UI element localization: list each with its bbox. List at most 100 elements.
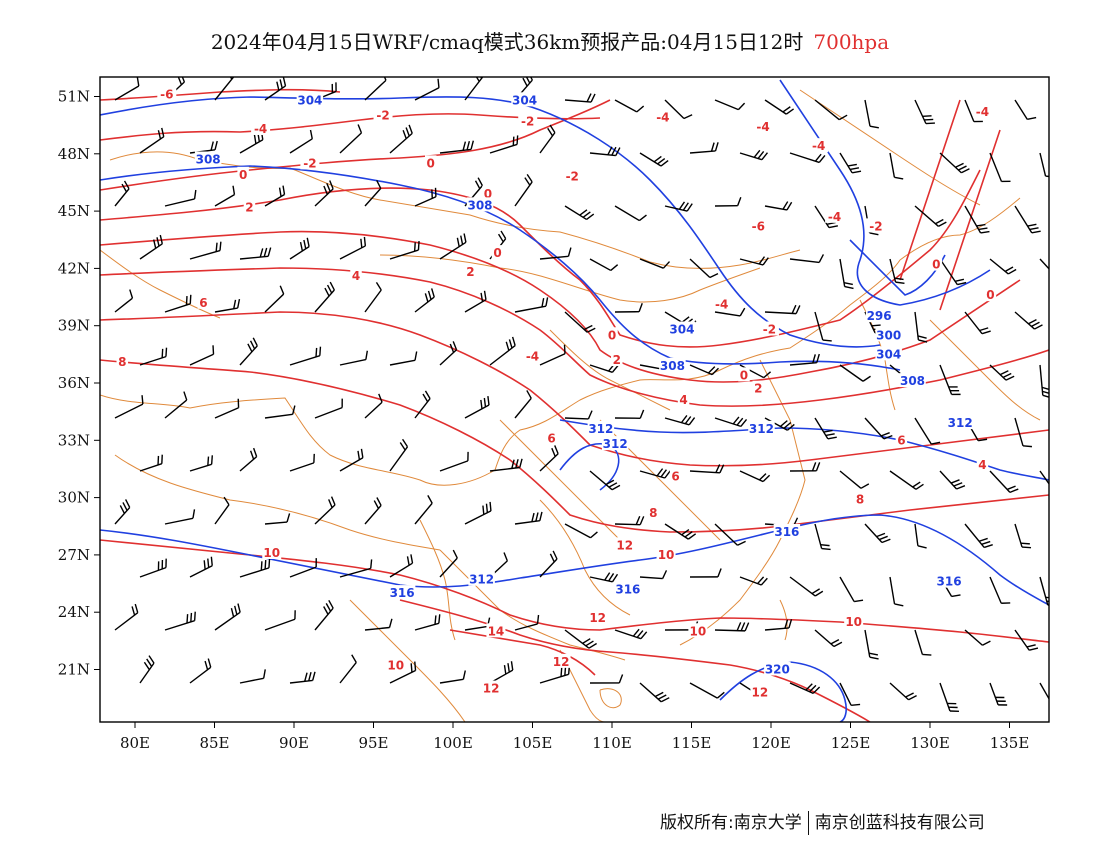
lat-tick-33N: 33N <box>58 431 90 449</box>
temperature-label-bg <box>976 457 989 472</box>
temperature-label: 4 <box>679 393 687 407</box>
title-main: 2024年04月15日WRF/cmaq模式36km预报产品:04月15日12时 <box>210 30 804 54</box>
wind-barb <box>614 409 645 419</box>
wind-barb <box>364 618 393 631</box>
wind-barb <box>689 142 719 154</box>
wind-barb <box>239 447 258 472</box>
wind-barb <box>714 416 748 428</box>
wind-barb <box>789 353 820 366</box>
wind-barb <box>639 152 669 167</box>
temperature-label-bg <box>545 430 558 445</box>
wind-barb <box>764 417 795 431</box>
temperature-label-bg <box>759 321 779 336</box>
temperature-label: -2 <box>566 170 579 184</box>
border-mongolia <box>109 151 801 269</box>
wind-barb <box>289 453 315 472</box>
isotherm-0 <box>100 169 981 348</box>
lat-tick-27N: 27N <box>58 546 90 564</box>
height-label: 304 <box>512 93 537 107</box>
temperature-label-bg <box>688 623 708 638</box>
wind-barb <box>639 468 671 479</box>
lat-tick-51N: 51N <box>58 88 90 106</box>
temperature-label: -4 <box>828 210 841 224</box>
lon-tick-100E: 100E <box>433 734 473 752</box>
temperature-contour-labels: -6-2-4-2 -4-2 00 -20202468-4-4-4-2-6-4-20-4… <box>116 86 997 699</box>
isotherm-4 <box>100 267 1049 407</box>
border-tibet <box>114 454 441 551</box>
wind-barb <box>664 201 693 212</box>
height-label: 308 <box>660 359 685 373</box>
wind-barb <box>189 556 213 578</box>
wind-barb <box>164 189 197 207</box>
wind-barb <box>739 149 769 161</box>
lat-tick-24N: 24N <box>58 603 90 621</box>
temperature-label-bg <box>653 109 673 124</box>
wind-barb <box>1039 364 1049 398</box>
wind-barb <box>989 152 1011 183</box>
lat-tick-30N: 30N <box>58 489 90 507</box>
temperature-label: -2 <box>521 114 534 128</box>
temperature-label: 6 <box>199 296 207 310</box>
temperature-label: 6 <box>671 470 679 484</box>
height-label: 316 <box>937 575 962 589</box>
height-label-bg <box>946 415 974 430</box>
isotherm-6 <box>100 311 1049 467</box>
wind-barb <box>539 445 559 472</box>
temperature-label: -2 <box>869 219 882 233</box>
temperature-label: -4 <box>715 298 728 312</box>
wind-barb <box>539 550 558 578</box>
temperature-label-bg <box>866 218 886 233</box>
temperature-label-bg <box>930 256 943 271</box>
temperature-label-bg <box>251 120 271 135</box>
wind-barb <box>239 558 271 578</box>
wind-barb <box>489 336 516 366</box>
wind-barb <box>414 390 431 419</box>
height-label-bg <box>466 197 494 212</box>
temperature-label-bg <box>157 86 177 101</box>
wind-barb <box>1014 629 1039 651</box>
wind-barb <box>689 568 722 578</box>
height-label-bg <box>614 581 642 596</box>
wind-barb <box>589 674 624 684</box>
temperature-label: 4 <box>978 458 986 472</box>
border-japan <box>929 319 1041 421</box>
temperature-label-bg <box>854 491 866 506</box>
temperature-label-bg <box>243 199 256 214</box>
wind-barb <box>814 523 831 551</box>
wind-barb <box>789 152 826 164</box>
wind-barb <box>914 311 928 343</box>
wind-barb <box>364 393 383 419</box>
map-frame <box>99 76 1050 723</box>
height-label-bg <box>764 661 791 676</box>
wind-barb <box>964 523 993 549</box>
wind-barb <box>839 682 861 706</box>
wind-barb <box>339 236 367 260</box>
wind-barb <box>364 282 382 313</box>
wind-barb <box>964 99 983 123</box>
temperature-label-bg <box>984 287 997 302</box>
isohypse-312 <box>559 419 1049 481</box>
wind-barb <box>614 628 648 640</box>
lat-tick-42N: 42N <box>58 259 90 277</box>
wind-barb <box>114 603 139 631</box>
wind-barb <box>189 658 212 684</box>
height-label-bg <box>865 308 893 323</box>
wind-barb <box>889 258 905 285</box>
height-label: 304 <box>669 323 694 337</box>
wind-barb <box>114 180 130 207</box>
isohypse-316 <box>100 514 1049 606</box>
temperature-label: -6 <box>752 219 765 233</box>
border-china-east-coast <box>679 359 806 646</box>
axis-ticks <box>94 96 1010 728</box>
temperature-label-bg <box>738 367 750 382</box>
wind-barb <box>514 390 532 419</box>
wind-barb <box>689 464 725 474</box>
wind-barb <box>114 499 131 525</box>
wind-barb <box>314 281 335 313</box>
isohypse-320 <box>719 661 847 722</box>
wind-barb <box>589 572 619 583</box>
temperature-label-bg <box>562 168 582 183</box>
temperature-label-bg <box>424 155 437 170</box>
temperature-label-bg <box>825 208 845 223</box>
